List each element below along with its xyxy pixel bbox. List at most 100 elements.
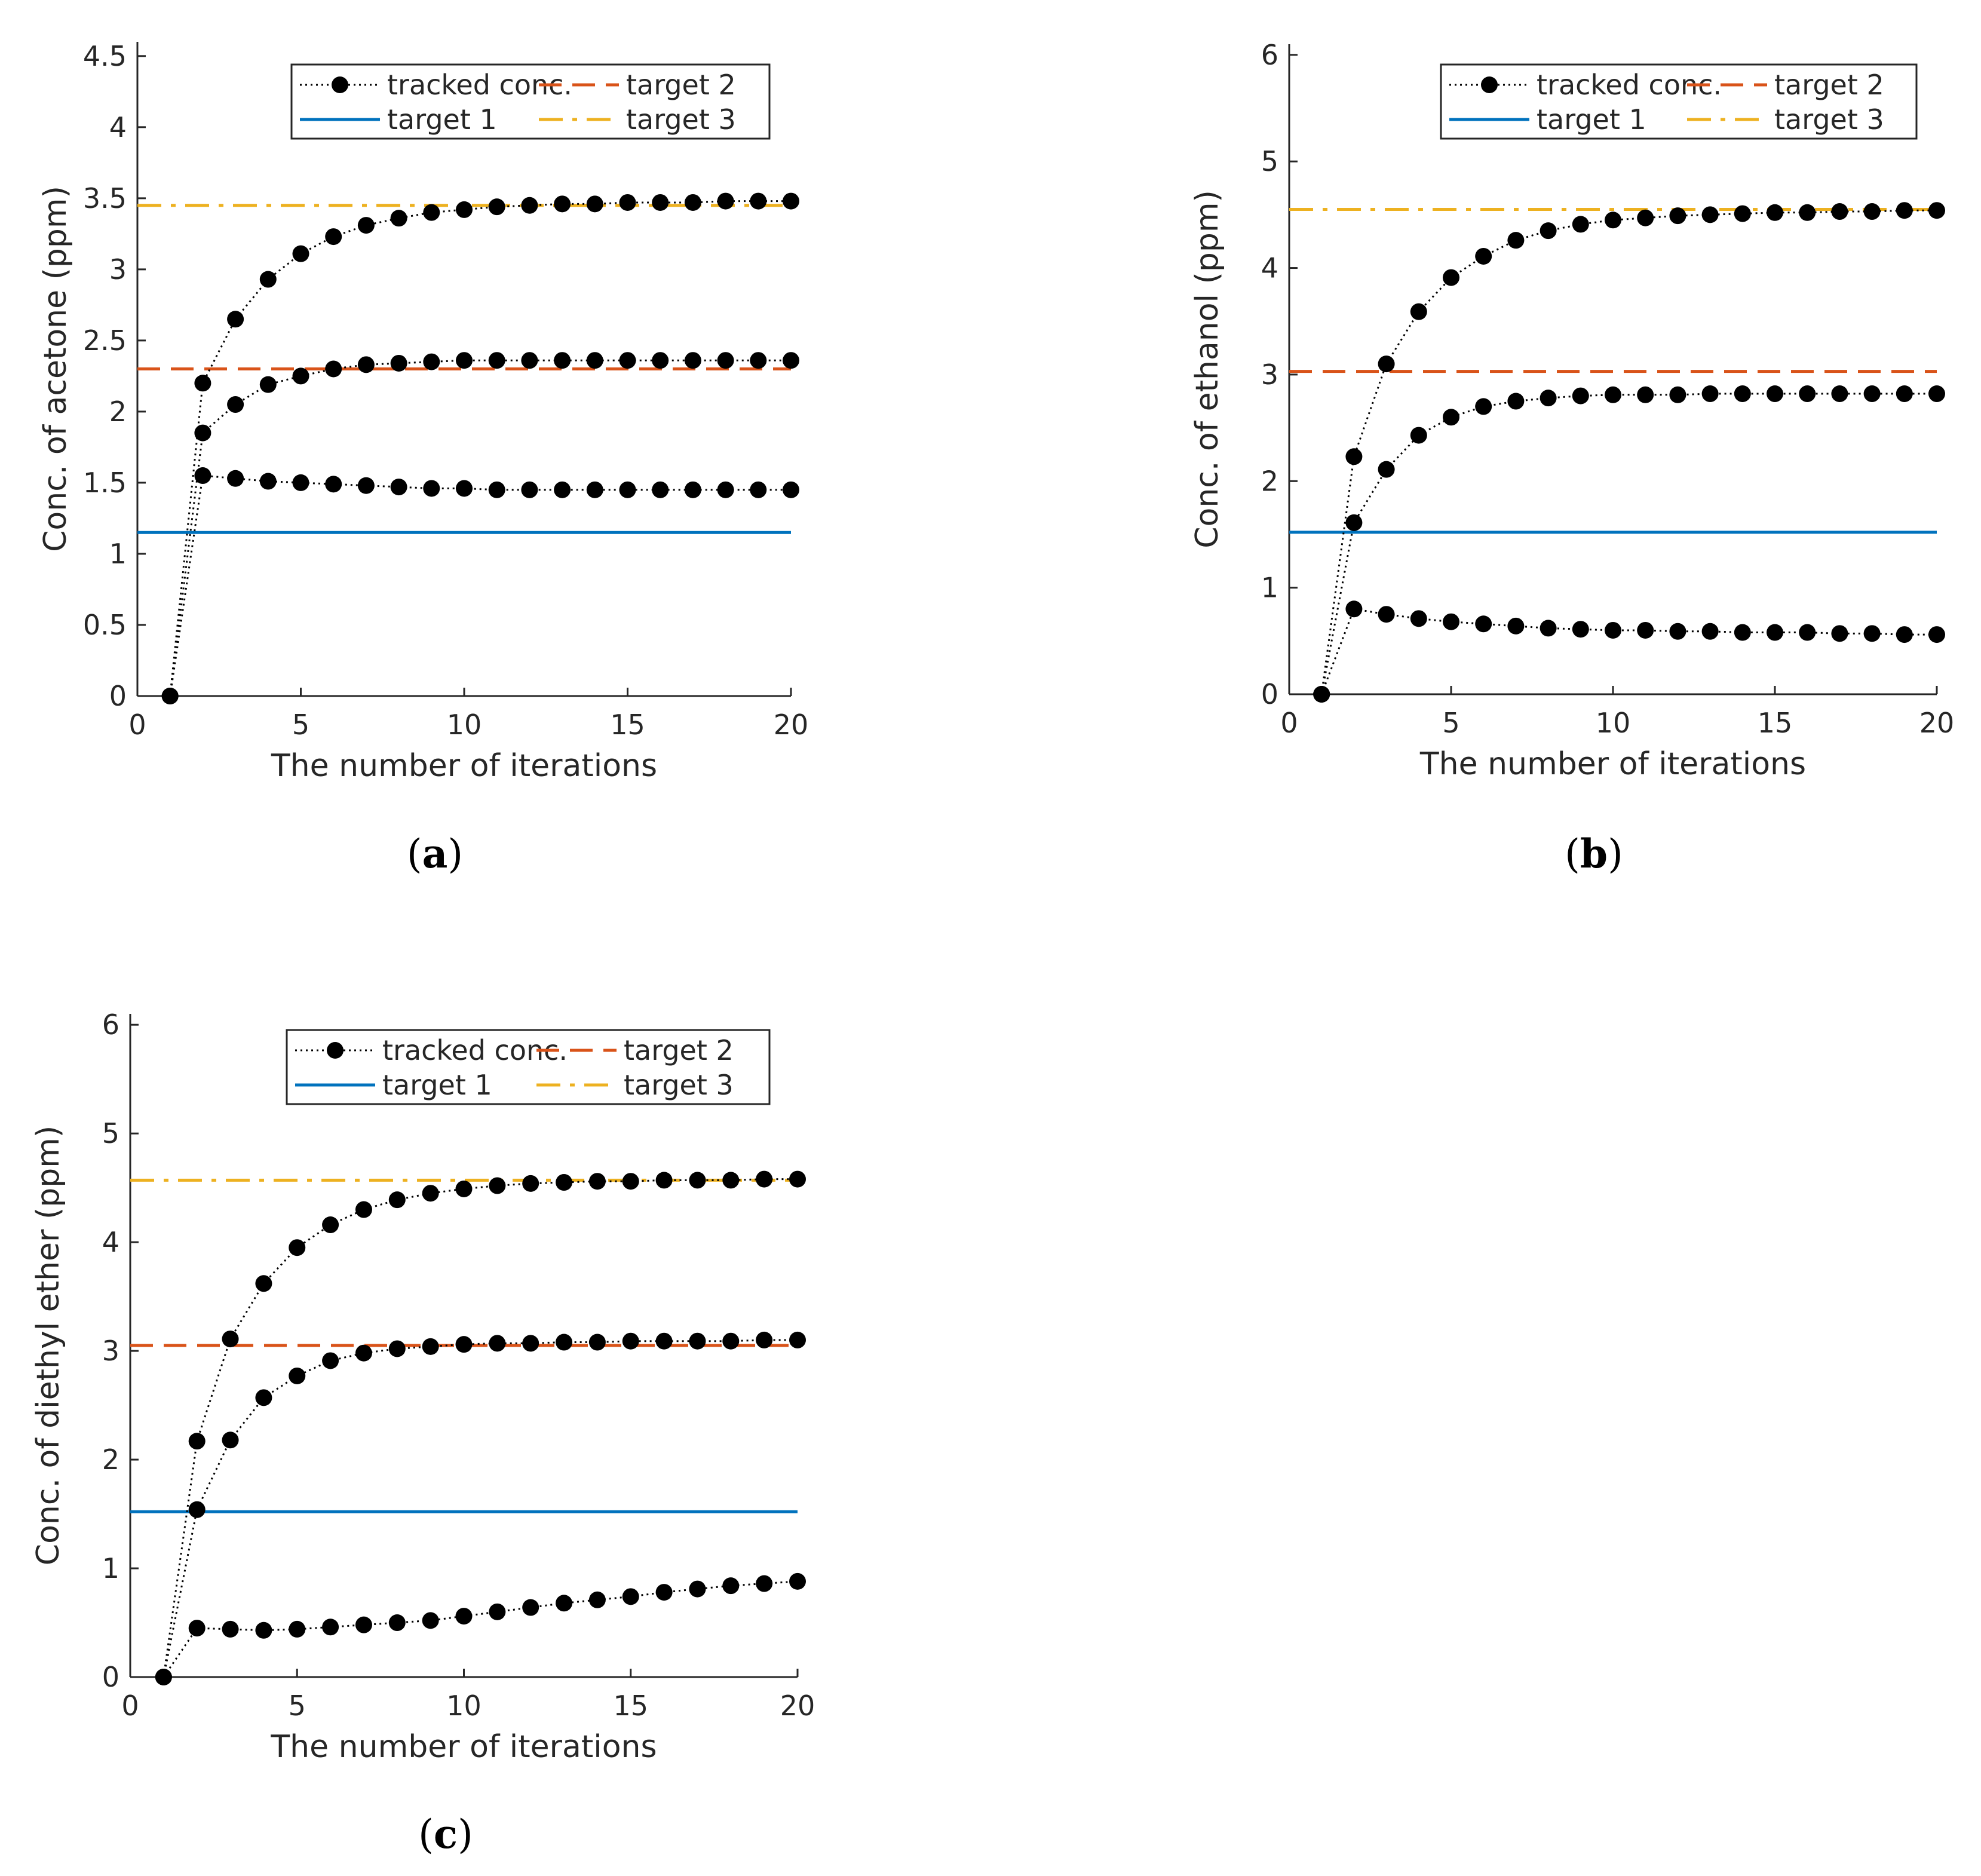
data-point (1378, 355, 1395, 373)
data-point (1928, 385, 1945, 403)
data-point (155, 1669, 172, 1685)
y-tick-label: 6 (102, 1008, 119, 1041)
legend-box (290, 63, 771, 140)
data-point (188, 1620, 206, 1637)
data-point (1572, 216, 1589, 233)
data-point (455, 1336, 473, 1353)
data-point (1507, 232, 1525, 249)
data-point (521, 352, 538, 369)
data-point (1701, 623, 1719, 640)
y-tick-label: 2 (1261, 465, 1278, 497)
legend-label: target 1 (387, 103, 497, 136)
data-point (255, 1275, 272, 1292)
data-point (556, 1174, 573, 1191)
data-point (652, 352, 669, 369)
data-point (423, 353, 440, 370)
legend-label: target 2 (1774, 69, 1884, 101)
data-point (194, 424, 211, 442)
data-point (1540, 222, 1557, 240)
data-point (456, 201, 473, 218)
data-point (1896, 202, 1913, 219)
data-point (222, 1620, 239, 1638)
data-point (1378, 606, 1395, 623)
data-point (422, 1338, 439, 1355)
panel-caption: (c) (418, 1811, 473, 1857)
tracked-series-line-3 (169, 200, 791, 697)
x-tick-label: 0 (1280, 707, 1298, 739)
data-point (622, 1173, 639, 1190)
y-tick-label: 0 (102, 1661, 119, 1693)
data-point (357, 217, 375, 234)
data-point (1896, 626, 1913, 643)
y-axis-label: Conc. of ethanol (ppm) (1189, 190, 1225, 548)
data-point (1734, 205, 1751, 222)
data-point (1863, 625, 1881, 642)
data-point (259, 376, 277, 393)
data-point (222, 1431, 239, 1449)
y-axis-label: Conc. of diethyl ether (ppm) (30, 1126, 66, 1565)
data-point (1605, 211, 1621, 229)
data-point (717, 352, 734, 369)
legend-box (286, 1029, 771, 1105)
data-point (289, 1239, 306, 1256)
legend-label: target 3 (626, 103, 736, 136)
data-point (388, 1340, 406, 1357)
data-point (390, 210, 407, 227)
data-point (521, 481, 538, 498)
data-point (423, 480, 440, 497)
data-point (1475, 615, 1492, 633)
data-point (355, 1201, 372, 1218)
legend-label: target 1 (1537, 103, 1646, 136)
data-point (588, 1591, 606, 1608)
data-point (1507, 393, 1525, 410)
data-point (652, 194, 669, 211)
data-point (388, 1614, 406, 1632)
data-point (783, 352, 799, 369)
data-point (456, 480, 473, 497)
data-point (652, 481, 669, 498)
data-point (1605, 621, 1621, 639)
data-point (188, 1501, 206, 1518)
data-point (722, 1172, 740, 1189)
data-point (390, 354, 407, 372)
data-point (722, 1577, 740, 1595)
legend-label: target 2 (626, 69, 736, 101)
data-point (1637, 386, 1654, 403)
data-point (783, 192, 799, 210)
data-point (1701, 206, 1719, 223)
data-point (750, 192, 767, 210)
y-tick-label: 3 (102, 1335, 119, 1367)
data-point (1605, 386, 1621, 403)
data-point (684, 194, 701, 211)
data-point (325, 360, 342, 378)
data-point (684, 481, 701, 498)
data-point (227, 470, 244, 487)
data-point (684, 352, 701, 369)
legend-label: target 1 (382, 1069, 492, 1101)
data-point (522, 1599, 539, 1616)
data-point (161, 688, 179, 704)
data-point (717, 192, 734, 210)
data-point (1410, 610, 1427, 627)
data-point (255, 1621, 272, 1639)
y-tick-label: 5 (1261, 145, 1278, 177)
data-point (1799, 385, 1816, 403)
data-point (388, 1191, 406, 1209)
data-point (390, 479, 407, 496)
data-point (619, 352, 636, 369)
data-point (357, 356, 375, 373)
data-point (1831, 385, 1848, 403)
data-point (1443, 613, 1459, 630)
data-point (588, 1334, 606, 1351)
x-tick-label: 20 (1919, 707, 1955, 739)
data-point (619, 194, 636, 211)
data-point (1669, 386, 1686, 403)
data-point (756, 1170, 773, 1188)
data-point (422, 1185, 439, 1202)
data-point (1831, 203, 1848, 220)
x-tick-label: 10 (447, 709, 482, 741)
data-point (259, 473, 277, 490)
data-point (488, 481, 505, 498)
x-tick-label: 5 (289, 1690, 306, 1722)
data-point (655, 1584, 673, 1601)
